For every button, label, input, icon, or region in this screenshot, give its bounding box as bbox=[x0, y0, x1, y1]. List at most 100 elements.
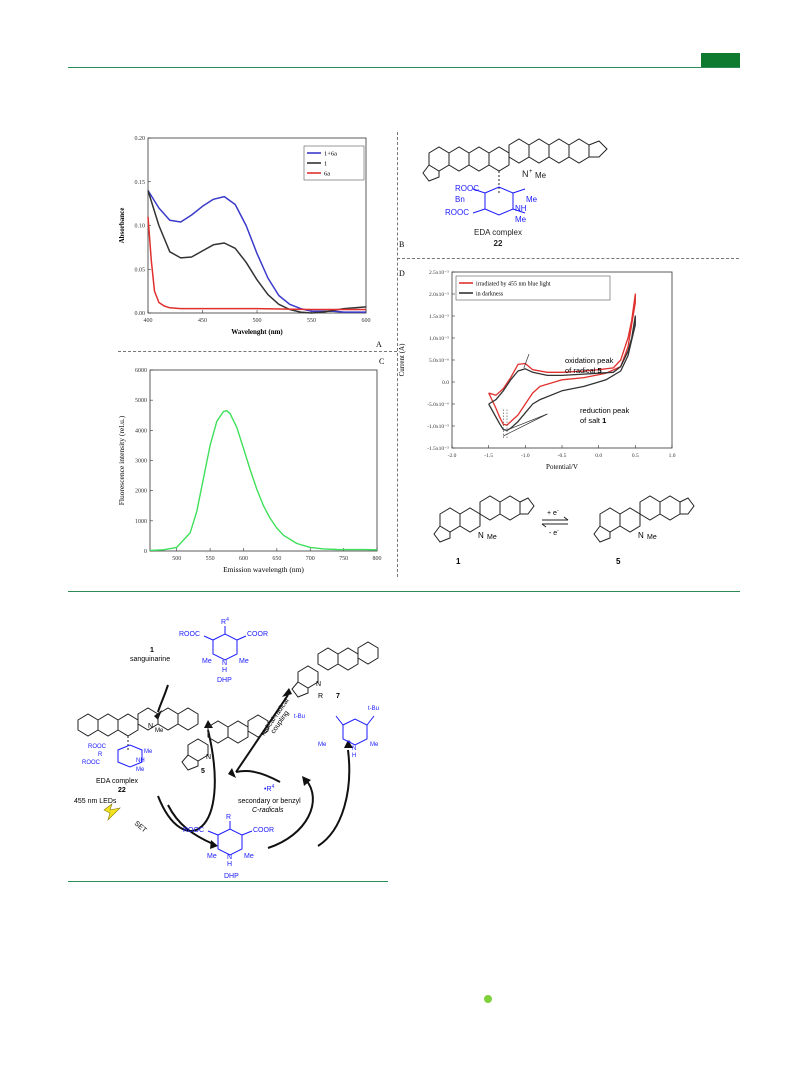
y-tick-label: 2000 bbox=[135, 489, 147, 495]
arrow-to-radical bbox=[267, 779, 314, 849]
leds-label: 455 nm LEDs bbox=[74, 798, 117, 805]
legend-box bbox=[455, 275, 611, 301]
dhp-me1: Me bbox=[202, 658, 212, 665]
struct-b-me: Me bbox=[535, 171, 547, 180]
reduction-annotation: reduction peak of salt 1 bbox=[580, 406, 629, 426]
figure-bottom-rule bbox=[68, 591, 740, 592]
dhpc-me2: Me bbox=[244, 853, 254, 860]
y-tick-label: -1.5x10⁻⁵ bbox=[427, 446, 449, 452]
dhpc-r4: R bbox=[226, 814, 231, 821]
set-label: SET bbox=[133, 820, 148, 835]
panel-divider-right bbox=[397, 258, 739, 259]
y-tick-label: 0.0 bbox=[442, 380, 449, 386]
legend-label: 1 bbox=[324, 161, 327, 168]
series-line-1 bbox=[147, 190, 367, 314]
y-tick-label: 3000 bbox=[135, 459, 147, 465]
x-tick-label: 600 bbox=[239, 556, 248, 562]
x-tick-label: 400 bbox=[144, 318, 153, 324]
dhpc-label: DHP bbox=[224, 873, 239, 880]
cmp5-n: N bbox=[638, 531, 644, 540]
arrow-to-product bbox=[235, 694, 289, 773]
dhp-label: DHP bbox=[217, 677, 232, 684]
eda-me2: Me bbox=[144, 749, 153, 755]
panel-label-b: B bbox=[399, 240, 405, 249]
x-axis-label: Emission wavelength (nm) bbox=[223, 565, 304, 574]
eda-r4: R bbox=[98, 752, 103, 758]
y-tick-label: 1000 bbox=[135, 519, 147, 525]
panel-divider-vertical bbox=[397, 132, 398, 577]
cmp1-label: 1 bbox=[456, 557, 461, 566]
struct-b-me3: Me bbox=[515, 215, 527, 224]
cmp5-me: Me bbox=[647, 534, 657, 541]
x-tick-label: 600 bbox=[362, 318, 371, 324]
eda-nh: NH bbox=[136, 758, 145, 764]
struct-b-caption: EDA complex bbox=[474, 228, 522, 237]
eda-n: N bbox=[148, 723, 153, 730]
y-tick-label: 0.10 bbox=[135, 224, 146, 230]
x-tick-label: 550 bbox=[307, 318, 316, 324]
x-tick-label: 0.5 bbox=[632, 453, 639, 459]
oxidation-text-2: of radical 5 bbox=[565, 366, 602, 375]
reduction-pointer bbox=[506, 413, 548, 431]
oxidation-text-1: oxidation peak bbox=[565, 356, 614, 365]
dhpc-me1: Me bbox=[207, 853, 217, 860]
dhp-me2: Me bbox=[239, 658, 249, 665]
eda-num: 22 bbox=[118, 787, 126, 794]
dhpc-coor: COOR bbox=[253, 827, 274, 834]
arrow-to-dhp-cation bbox=[167, 804, 214, 845]
y-tick-label: 2.5x10⁻⁵ bbox=[429, 270, 449, 276]
y-tick-label: 0 bbox=[144, 549, 147, 555]
y-tick-label: 0.20 bbox=[135, 136, 146, 142]
radical-desc-1: secondary or benzyl bbox=[238, 798, 301, 805]
radical-r4: •R4 bbox=[264, 784, 275, 793]
y-tick-label: 1.0x10⁻⁵ bbox=[429, 336, 449, 342]
struct-b-rooc1: ROOC bbox=[455, 184, 479, 193]
reduction-text-1: reduction peak bbox=[580, 406, 630, 415]
series-line-1-6a bbox=[147, 190, 366, 313]
dhp-r4: R4 bbox=[221, 617, 229, 626]
oxidation-annotation: oxidation peak of radical 5 bbox=[565, 356, 613, 376]
lightning-icon bbox=[103, 803, 121, 822]
pyr-tbu-1: t-Bu bbox=[294, 714, 305, 720]
x-tick-label: 450 bbox=[198, 318, 207, 324]
page-bullet-icon bbox=[484, 995, 492, 1003]
series-line-in-darkness bbox=[488, 315, 636, 432]
eda-me: Me bbox=[155, 728, 164, 734]
pyr-h: H bbox=[352, 753, 356, 759]
y-axis-label: Fluorescence intensity (rel.u.) bbox=[117, 415, 126, 505]
dhp-coor: COOR bbox=[247, 631, 268, 638]
struct-b-rooc2: ROOC bbox=[445, 208, 469, 217]
y-tick-label: -5.0x10⁻⁶ bbox=[427, 402, 449, 408]
pyr-me-1: Me bbox=[318, 742, 327, 748]
eda-complex-structure: N + Me ROOC Bn ROOC Me NH Me EDA complex… bbox=[422, 138, 608, 248]
radical-desc-2: C-radicals bbox=[252, 807, 284, 814]
prod-n: N bbox=[316, 681, 321, 688]
struct-b-nh: NH bbox=[515, 204, 527, 213]
series-line-6a bbox=[147, 216, 366, 311]
y-tick-label: 6000 bbox=[135, 368, 147, 374]
legend-label: irradiated by 455 nm blue light bbox=[476, 282, 551, 288]
eda-me3: Me bbox=[136, 767, 145, 773]
reduction-pointer bbox=[503, 413, 548, 437]
sanguinarine-label: sanguinarine bbox=[130, 656, 170, 663]
cmp1-n: N bbox=[478, 531, 484, 540]
arrow-radical-coupling bbox=[235, 770, 281, 783]
plot-frame bbox=[149, 369, 378, 552]
eda-caption: EDA complex bbox=[96, 778, 139, 785]
prod-r4: R bbox=[318, 693, 323, 700]
sanguinarine-num: 1 bbox=[150, 647, 154, 654]
y-tick-label: 0.05 bbox=[135, 267, 146, 273]
dhp-h: H bbox=[222, 667, 227, 674]
y-tick-label: 5.0x10⁻⁶ bbox=[429, 358, 449, 364]
y-tick-label: 0.00 bbox=[135, 311, 146, 317]
oxidation-pointer bbox=[523, 353, 530, 369]
eda-rooc: ROOC bbox=[88, 744, 107, 750]
x-tick-label: 1.0 bbox=[669, 453, 676, 459]
dhpc-n: N bbox=[227, 854, 232, 861]
legend-label: 6a bbox=[324, 171, 330, 178]
header-rule bbox=[68, 67, 740, 68]
struct-b-number: 22 bbox=[494, 239, 503, 248]
arrow-to-pyridinium bbox=[317, 749, 351, 847]
eq-minus-e: - e- bbox=[549, 528, 559, 537]
panel-label-c: C bbox=[379, 357, 385, 366]
